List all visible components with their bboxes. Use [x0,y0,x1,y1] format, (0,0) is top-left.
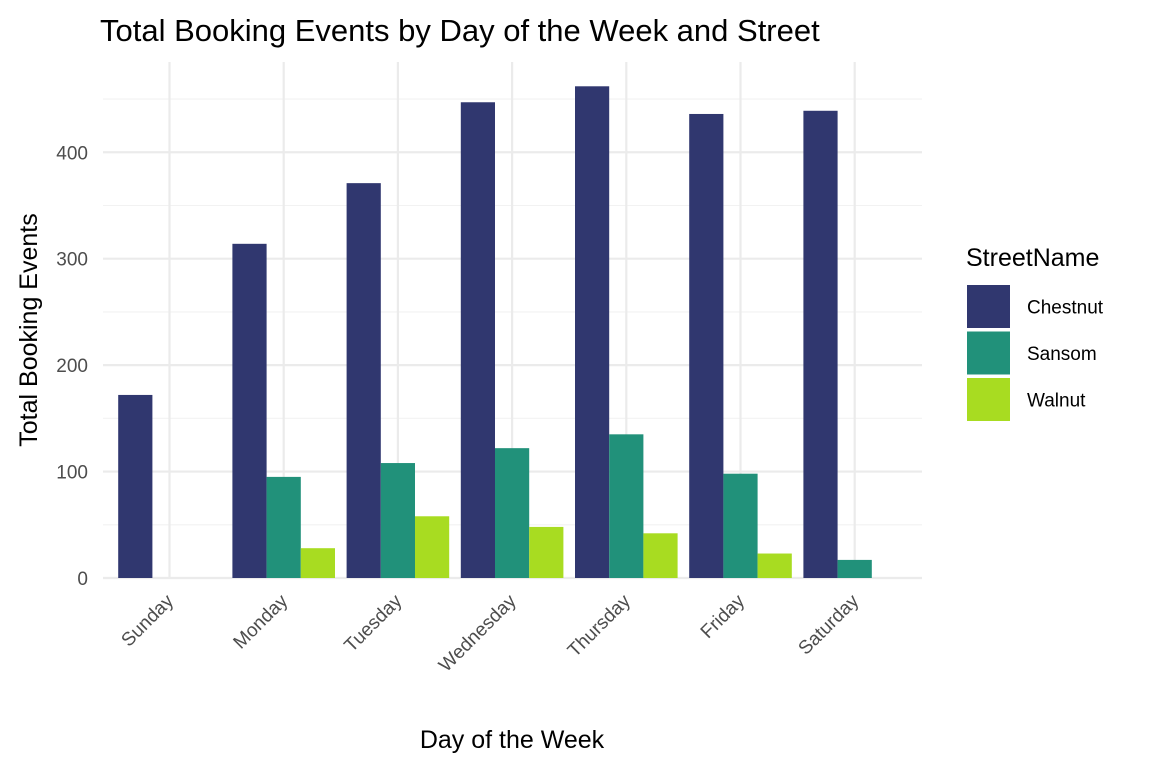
legend-key-walnut [967,378,1010,421]
bar-walnut-thursday [643,533,678,578]
legend-key-chestnut [967,285,1010,328]
bar-sansom-saturday [837,559,872,578]
y-tick-label: 0 [77,569,88,590]
bars [118,86,872,579]
legend-label: Chestnut [1027,298,1104,319]
bar-chestnut-sunday [118,394,153,578]
bar-chestnut-monday [232,243,267,578]
x-tick-label: Sunday [118,590,179,651]
bar-sansom-wednesday [495,448,530,578]
bar-chestnut-tuesday [346,183,381,578]
y-axis-title: Total Booking Events [15,213,43,446]
y-tick-label: 200 [56,356,88,377]
x-axis-title: Day of the Week [420,726,605,754]
bar-sansom-monday [266,476,301,578]
chart-title: Total Booking Events by Day of the Week … [100,13,820,48]
bar-chestnut-friday [689,113,724,578]
x-axis-ticks: Sunday Monday Tuesday Wednesday Thursday Frid… [118,590,864,676]
bar-chestnut-wednesday [460,102,495,578]
y-axis-ticks: 0 100 200 300 400 [56,143,88,590]
bar-sansom-friday [723,473,758,578]
x-tick-label: Tuesday [341,590,407,656]
legend-items: Chestnut Sansom Walnut [967,285,1104,421]
y-tick-label: 300 [56,250,88,271]
x-tick-label: Friday [697,590,750,643]
y-tick-label: 100 [56,463,88,484]
legend-key-sansom [967,331,1010,375]
bar-sansom-thursday [609,434,644,578]
bar-chestnut-thursday [575,86,610,579]
y-tick-label: 400 [56,143,88,164]
legend-label: Walnut [1027,391,1086,412]
legend-title: StreetName [966,244,1099,272]
legend: StreetName Chestnut Sansom Walnut [966,244,1104,421]
bar-sansom-tuesday [380,463,415,578]
bar-chestnut-saturday [803,110,838,578]
x-tick-label: Wednesday [435,590,521,676]
bar-walnut-wednesday [529,526,564,578]
bar-walnut-friday [757,553,792,578]
bar-walnut-monday [300,548,335,578]
bar-walnut-tuesday [415,516,450,578]
legend-label: Sansom [1027,344,1097,365]
x-tick-label: Thursday [564,590,635,661]
x-tick-label: Saturday [795,590,864,659]
x-tick-label: Monday [230,590,293,653]
